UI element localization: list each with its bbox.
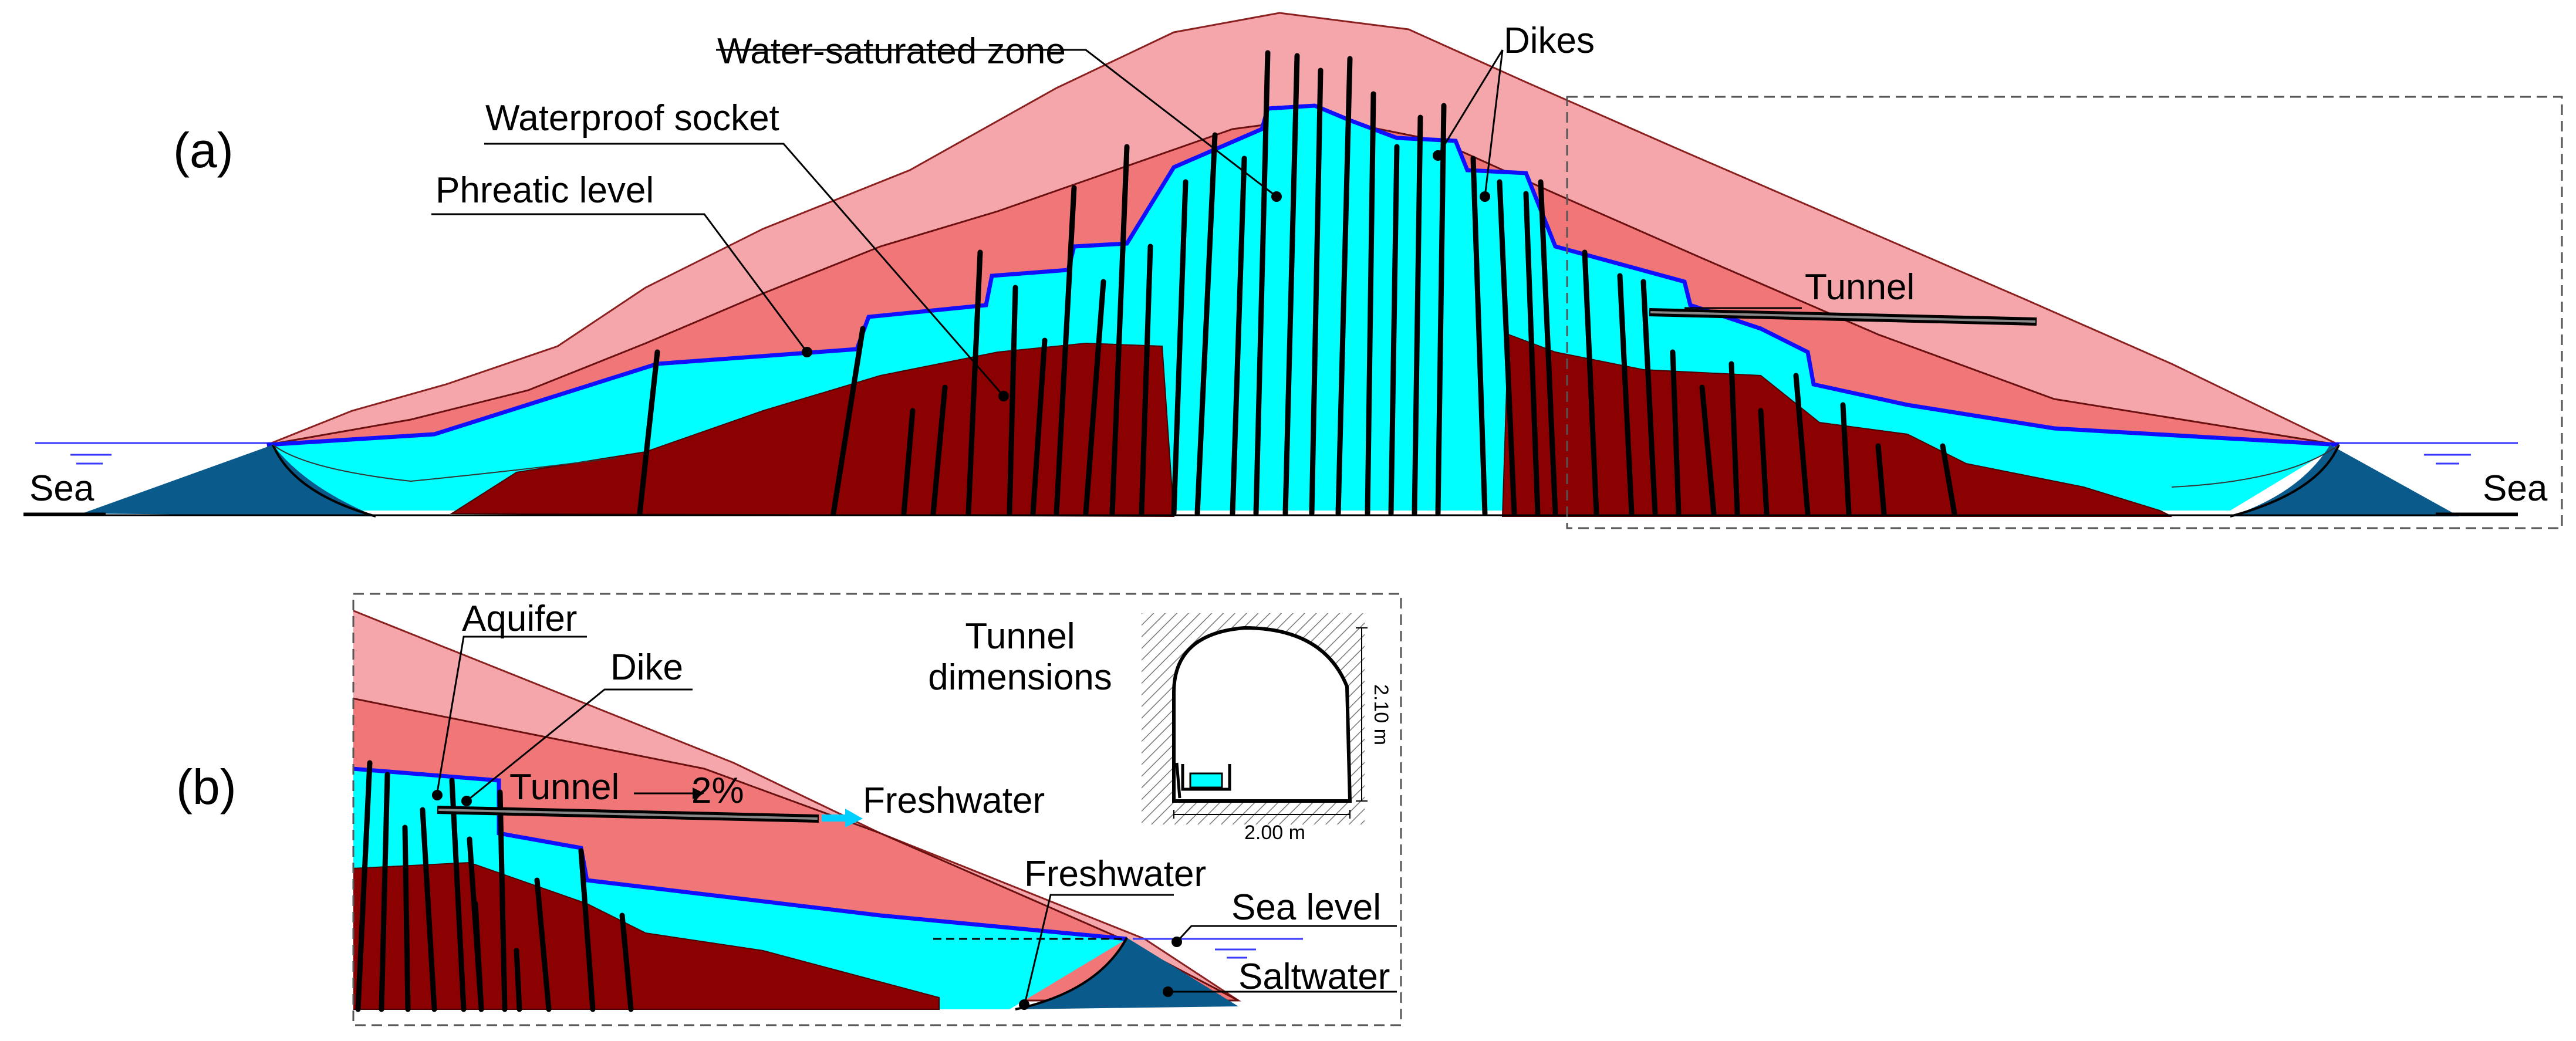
tunnel-height-label: 2.10 m: [1370, 684, 1392, 745]
dike: [1523, 191, 1541, 516]
interface-left: [272, 444, 376, 518]
saltwater-left: [82, 445, 376, 516]
socket-outline-right: [2171, 444, 2339, 488]
label-sea-left: Sea: [29, 468, 94, 509]
dike: [514, 948, 522, 1012]
panel-a: (a) Water-saturated zone Waterproof sock…: [23, 12, 2563, 529]
label-water-saturated-zone: Water-saturated zone: [717, 31, 1066, 72]
leader-dots-a: [802, 150, 1490, 401]
dike: [1054, 185, 1077, 516]
label-tunnel-a: Tunnel: [1805, 267, 1915, 307]
dike: [1194, 132, 1218, 516]
interface-right: [2230, 444, 2340, 518]
dike: [534, 877, 552, 1012]
label-freshwater-outflow: Freshwater: [863, 780, 1045, 821]
dike: [1617, 273, 1635, 516]
dike: [1365, 91, 1376, 516]
label-tunnel-b: Tunnel: [509, 767, 619, 807]
b-dikes-group: [355, 760, 634, 1012]
slope-arrowhead: [693, 787, 704, 799]
dike: [1875, 443, 1887, 516]
label-slope: 2%: [691, 770, 744, 811]
dike: [1582, 249, 1599, 516]
b-interface: [1015, 937, 1128, 1010]
phreatic-level-line: [266, 103, 2339, 447]
dike: [1282, 53, 1300, 516]
b-sea-lines: [1133, 938, 1303, 959]
dike: [379, 772, 390, 1012]
dike: [1758, 408, 1770, 516]
dike: [1083, 279, 1106, 516]
dike: [965, 249, 983, 516]
drain-channel: [1181, 764, 1231, 791]
label-aquifer: Aquifer: [462, 599, 577, 639]
tunnel-dimensions-title-line2: dimensions: [928, 657, 1112, 698]
dike: [472, 901, 484, 1012]
dike: [1139, 244, 1153, 516]
dike: [1435, 103, 1447, 516]
label-sea-right: Sea: [2483, 468, 2548, 509]
panel-a-label: (a): [173, 123, 234, 178]
dike: [1670, 349, 1682, 516]
dike: [1388, 144, 1400, 516]
label-freshwater-lens: Freshwater: [1024, 854, 1206, 894]
dike: [1940, 443, 1957, 516]
dike: [637, 349, 660, 516]
tunnel-width-label: 2.00 m: [1244, 822, 1305, 844]
dike: [1109, 144, 1130, 516]
dike: [619, 912, 634, 1012]
dike: [449, 778, 467, 1012]
label-saltwater: Saltwater: [1238, 956, 1390, 997]
label-dikes: Dikes: [1504, 21, 1595, 61]
dike: [1230, 156, 1247, 516]
dike: [1728, 361, 1740, 516]
socket-outline-left: [272, 444, 617, 482]
dike: [1309, 67, 1324, 516]
dike: [930, 384, 948, 516]
freshwater-outflow-arrow: [822, 809, 863, 827]
dike: [830, 326, 866, 516]
dike: [901, 408, 916, 516]
dike: [1538, 179, 1558, 516]
tunnel-dimensions-inset: 2.00 m 2.10 m: [1142, 613, 1392, 844]
dike: [1497, 179, 1517, 516]
dike: [402, 824, 411, 1012]
dike: [497, 789, 508, 1012]
panel-b: 2.00 m 2.10 m (b) Aquifer Dike Tunnel 2%…: [176, 593, 1402, 1026]
dike: [420, 807, 437, 1012]
label-sea-level: Sea level: [1231, 887, 1381, 928]
dike: [355, 760, 373, 1012]
dike: [1470, 156, 1488, 516]
dikes-group: [637, 50, 1957, 516]
label-waterproof-socket: Waterproof socket: [485, 98, 779, 138]
label-dike: Dike: [610, 647, 683, 688]
dike: [578, 848, 596, 1012]
zoom-frame-a: [1566, 96, 2563, 529]
label-phreatic-level: Phreatic level: [435, 170, 654, 211]
dike: [1007, 285, 1018, 516]
leader-dots-b: [432, 790, 1182, 1010]
saltwater-right: [2230, 445, 2459, 516]
leader-lines-b: [436, 636, 1397, 1007]
dike: [1171, 179, 1189, 516]
dike: [1640, 279, 1658, 516]
leader-lines-a: [431, 49, 1802, 397]
panel-b-label: (b): [176, 759, 237, 814]
dike: [1335, 56, 1353, 516]
dike: [1699, 384, 1717, 516]
sea-surface-lines: [35, 442, 2518, 465]
tunnel-a: [1649, 308, 2037, 326]
b-phreatic-line: [353, 766, 1127, 941]
dike: [1412, 114, 1423, 516]
dike: [1253, 50, 1271, 516]
dike: [1840, 402, 1852, 516]
tunnel-dimensions-title-line1: Tunnel: [965, 616, 1075, 657]
dike: [1030, 337, 1048, 516]
tunnel-cross-section: [1172, 626, 1352, 803]
dike: [1793, 373, 1811, 516]
